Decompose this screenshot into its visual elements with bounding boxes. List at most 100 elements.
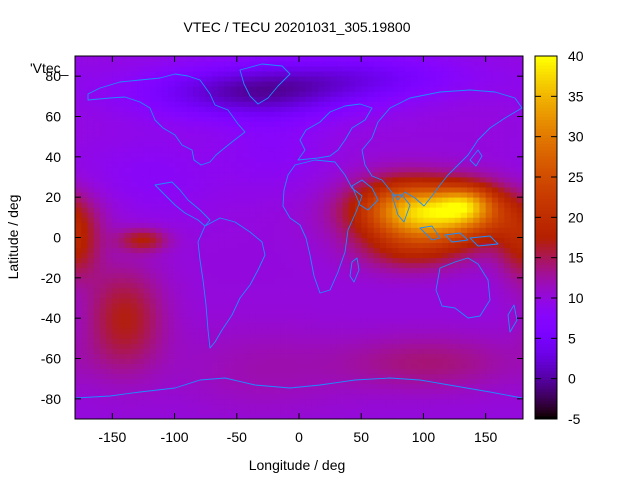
heatmap-cell	[323, 348, 331, 354]
heatmap-cell	[243, 323, 250, 329]
heatmap-cell	[317, 212, 325, 218]
heatmap-cell	[498, 373, 505, 380]
heatmap-cell	[485, 96, 493, 102]
heatmap-cell	[274, 182, 281, 188]
heatmap-cell	[162, 388, 169, 395]
heatmap-cell	[286, 146, 294, 153]
heatmap-cell	[411, 71, 418, 77]
heatmap-cell	[467, 217, 474, 223]
heatmap-cell	[193, 343, 200, 349]
heatmap-cell	[367, 363, 375, 369]
heatmap-cell	[504, 192, 511, 198]
heatmap-cell	[93, 413, 101, 420]
heatmap-cell	[292, 232, 300, 238]
heatmap-cell	[218, 202, 225, 208]
heatmap-cell	[131, 353, 138, 359]
heatmap-cell	[355, 298, 362, 304]
heatmap-cell	[187, 71, 194, 77]
heatmap-cell	[75, 171, 82, 178]
heatmap-cell	[174, 398, 182, 405]
heatmap-cell	[236, 212, 244, 218]
heatmap-cell	[417, 151, 424, 158]
heatmap-cell	[124, 71, 132, 77]
heatmap-cell	[267, 252, 275, 259]
heatmap-cell	[230, 277, 238, 284]
heatmap-cell	[218, 156, 225, 163]
heatmap-cell	[473, 222, 480, 228]
heatmap-cell	[112, 136, 119, 143]
heatmap-cell	[224, 287, 231, 294]
heatmap-cell	[118, 212, 126, 218]
heatmap-cell	[516, 76, 524, 82]
heatmap-cell	[404, 156, 412, 163]
heatmap-cell	[460, 398, 468, 405]
heatmap-cell	[317, 413, 325, 420]
heatmap-cell	[367, 116, 375, 122]
heatmap-cell	[99, 161, 107, 168]
heatmap-cell	[417, 101, 424, 107]
heatmap-cell	[305, 393, 312, 400]
heatmap-cell	[448, 303, 455, 309]
heatmap-cell	[417, 303, 424, 309]
heatmap-cell	[342, 187, 350, 193]
heatmap-cell	[379, 267, 387, 274]
heatmap-cell	[485, 232, 493, 238]
heatmap-cell	[323, 363, 331, 369]
heatmap-cell	[454, 388, 462, 395]
heatmap-cell	[81, 323, 88, 329]
heatmap-cell	[299, 388, 306, 395]
heatmap-cell	[467, 192, 474, 198]
heatmap-cell	[187, 393, 194, 400]
heatmap-cell	[180, 373, 188, 380]
heatmap-cell	[305, 161, 312, 168]
heatmap-cell	[137, 106, 144, 112]
heatmap-cell	[292, 91, 300, 97]
heatmap-cell	[398, 358, 406, 364]
heatmap-cell	[193, 66, 200, 72]
heatmap-cell	[336, 308, 343, 314]
heatmap-cell	[162, 267, 169, 274]
heatmap-cell	[243, 242, 250, 248]
heatmap-cell	[112, 177, 119, 183]
heatmap-cell	[286, 111, 294, 117]
heatmap-cell	[491, 106, 499, 112]
heatmap-cell	[317, 136, 325, 143]
heatmap-cell	[224, 106, 231, 112]
heatmap-cell	[379, 151, 387, 158]
heatmap-cell	[261, 171, 269, 178]
heatmap-cell	[149, 398, 157, 405]
heatmap-cell	[348, 262, 356, 269]
heatmap-cell	[516, 363, 524, 369]
heatmap-cell	[87, 227, 95, 233]
heatmap-cell	[211, 328, 219, 334]
heatmap-cell	[491, 86, 499, 92]
heatmap-cell	[479, 217, 487, 223]
heatmap-cell	[348, 71, 356, 77]
heatmap-cell	[485, 161, 493, 168]
heatmap-cell	[510, 373, 518, 380]
heatmap-cell	[143, 111, 151, 117]
heatmap-cell	[299, 212, 306, 218]
heatmap-cell	[348, 156, 356, 163]
heatmap-cell	[417, 257, 424, 264]
heatmap-cell	[236, 408, 244, 415]
heatmap-cell	[404, 71, 412, 77]
heatmap-cell	[137, 116, 144, 122]
heatmap-cell	[124, 177, 132, 183]
heatmap-cell	[411, 237, 418, 243]
heatmap-cell	[267, 318, 275, 324]
heatmap-cell	[249, 363, 256, 369]
heatmap-cell	[491, 101, 499, 107]
heatmap-cell	[261, 323, 269, 329]
heatmap-cell	[398, 343, 406, 349]
heatmap-cell	[392, 353, 399, 359]
heatmap-cell	[379, 207, 387, 213]
heatmap-cell	[131, 373, 138, 380]
heatmap-cell	[81, 252, 88, 259]
heatmap-cell	[155, 212, 163, 218]
heatmap-cell	[155, 282, 163, 289]
heatmap-cell	[255, 126, 263, 133]
heatmap-cell	[516, 403, 524, 410]
heatmap-cell	[467, 292, 474, 299]
heatmap-cell	[118, 171, 126, 178]
